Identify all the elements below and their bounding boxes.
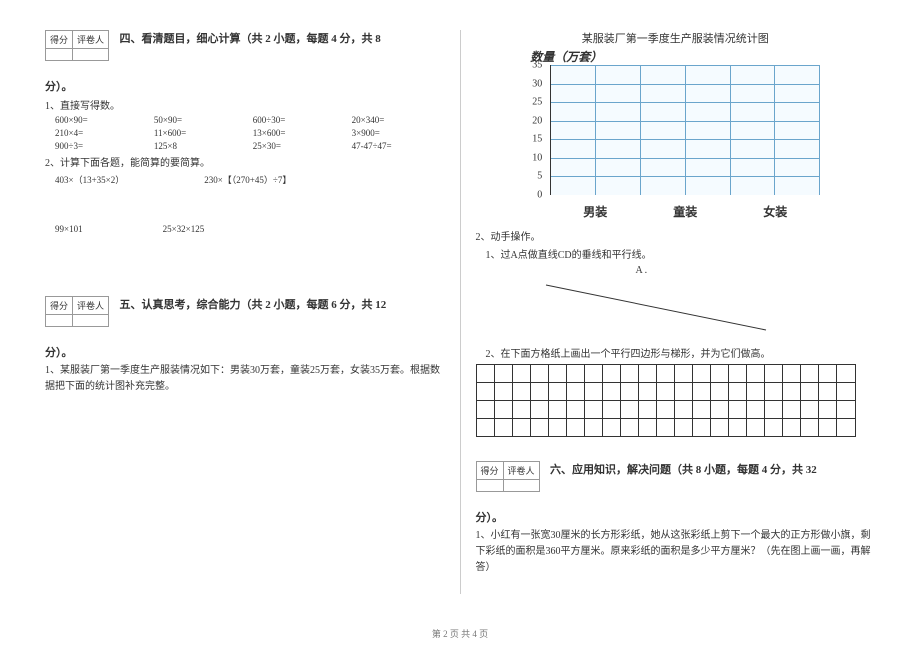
grader-hdr: 评卷人	[73, 297, 109, 315]
calc-item: 210×4=	[55, 128, 148, 138]
ytick: 0	[537, 190, 542, 201]
score-box-s4: 得分评卷人	[45, 30, 109, 61]
s5b-q2: 2、动手操作。	[476, 228, 876, 243]
s5b-sub1: 1、过A点做直线CD的垂线和平行线。	[486, 246, 876, 261]
section6-title: 六、应用知识，解决问题（共 8 小题，每题 4 分，共 32	[550, 464, 817, 476]
score-box-s5: 得分评卷人	[45, 296, 109, 327]
page-columns: 得分评卷人 四、看清题目，细心计算（共 2 小题，每题 4 分，共 8 分）。 …	[0, 0, 920, 604]
s6-q1: 1、小红有一张宽30厘米的长方形彩纸，她从这张彩纸上剪下一个最大的正方形做小旗，…	[476, 528, 876, 576]
grid-paper-table	[476, 364, 856, 437]
grader-hdr: 评卷人	[73, 31, 109, 49]
y-ticks: 35 30 25 20 15 10 5 0	[510, 65, 546, 195]
xlabel: 男装	[550, 203, 640, 220]
score-hdr: 得分	[46, 297, 73, 315]
ytick: 10	[532, 152, 542, 163]
plot-area	[550, 65, 820, 195]
calc-item: 11×600=	[154, 128, 247, 138]
s4-q1: 1、直接写得数。	[45, 97, 445, 112]
grader-cell	[503, 480, 539, 492]
calc-item: 600÷30=	[253, 115, 346, 125]
grader-cell	[73, 49, 109, 61]
expr-b2: 25×32×125	[163, 224, 205, 234]
expr-a1: 403×（13+35×2）	[55, 173, 124, 186]
calc-item: 20×340=	[352, 115, 445, 125]
ytick: 35	[532, 60, 542, 71]
ytick: 5	[537, 171, 542, 182]
calc-item: 47-47÷47=	[352, 141, 445, 151]
section6-title2: 分）。	[476, 512, 504, 524]
s4-q2: 2、计算下面各题，能简算的要简算。	[45, 154, 445, 169]
line-draw-area: A .	[476, 265, 876, 335]
expr-row-b: 99×101 25×32×125	[55, 224, 445, 234]
calc-item: 125×8	[154, 141, 247, 151]
calc-item: 600×90=	[55, 115, 148, 125]
grader-cell	[73, 315, 109, 327]
section-6: 得分评卷人 六、应用知识，解决问题（共 8 小题，每题 4 分，共 32 分）。…	[476, 461, 876, 576]
calc-item: 25×30=	[253, 141, 346, 151]
left-column: 得分评卷人 四、看清题目，细心计算（共 2 小题，每题 4 分，共 8 分）。 …	[30, 30, 460, 594]
calc-item: 13×600=	[253, 128, 346, 138]
score-hdr: 得分	[476, 462, 503, 480]
expr-a2: 230×【（270+45）÷7】	[204, 173, 291, 186]
s5-q1: 1、某服装厂第一季度生产服装情况如下：男装30万套，童装25万套，女装35万套。…	[45, 363, 445, 395]
section-5: 得分评卷人 五、认真思考，综合能力（共 2 小题，每题 6 分，共 12 分）。…	[45, 296, 445, 395]
line-cd	[536, 275, 796, 335]
expr-row-a: 403×（13+35×2） 230×【（270+45）÷7】	[55, 173, 445, 186]
score-cell	[46, 315, 73, 327]
ytick: 15	[532, 134, 542, 145]
page-footer: 第 2 页 共 4 页	[0, 627, 920, 640]
section4-title: 四、看清题目，细心计算（共 2 小题，每题 4 分，共 8	[120, 33, 381, 45]
xlabel: 女装	[730, 203, 820, 220]
score-hdr: 得分	[46, 31, 73, 49]
calc-item: 50×90=	[154, 115, 247, 125]
xlabel: 童装	[640, 203, 730, 220]
chart-title: 某服装厂第一季度生产服装情况统计图	[476, 30, 876, 46]
section4-title2: 分）。	[45, 81, 73, 93]
section5-title2: 分）。	[45, 347, 73, 359]
section-4: 得分评卷人 四、看清题目，细心计算（共 2 小题，每题 4 分，共 8 分）。 …	[45, 30, 445, 278]
grid-paper	[476, 364, 876, 437]
score-cell	[476, 480, 503, 492]
ytick: 20	[532, 115, 542, 126]
right-column: 某服装厂第一季度生产服装情况统计图 数量（万套） 35 30 25 20 15 …	[461, 30, 891, 594]
ytick: 25	[532, 97, 542, 108]
calc-item: 3×900=	[352, 128, 445, 138]
grader-hdr: 评卷人	[503, 462, 539, 480]
chart-wrap: 某服装厂第一季度生产服装情况统计图 数量（万套） 35 30 25 20 15 …	[476, 30, 876, 220]
x-labels: 男装 童装 女装	[550, 203, 820, 220]
calc-item: 900÷3=	[55, 141, 148, 151]
s5b-sub2: 2、在下面方格纸上画出一个平行四边形与梯形，并为它们做高。	[486, 345, 876, 360]
score-box-s6: 得分评卷人	[476, 461, 540, 492]
calc-grid: 600×90= 50×90= 600÷30= 20×340= 210×4= 11…	[55, 115, 445, 151]
score-cell	[46, 49, 73, 61]
ytick: 30	[532, 78, 542, 89]
section5-title: 五、认真思考，综合能力（共 2 小题，每题 6 分，共 12	[120, 299, 387, 311]
expr-b1: 99×101	[55, 224, 83, 234]
bar-chart-template: 数量（万套） 35 30 25 20 15 10 5 0 男装 童装 女装	[510, 50, 840, 220]
